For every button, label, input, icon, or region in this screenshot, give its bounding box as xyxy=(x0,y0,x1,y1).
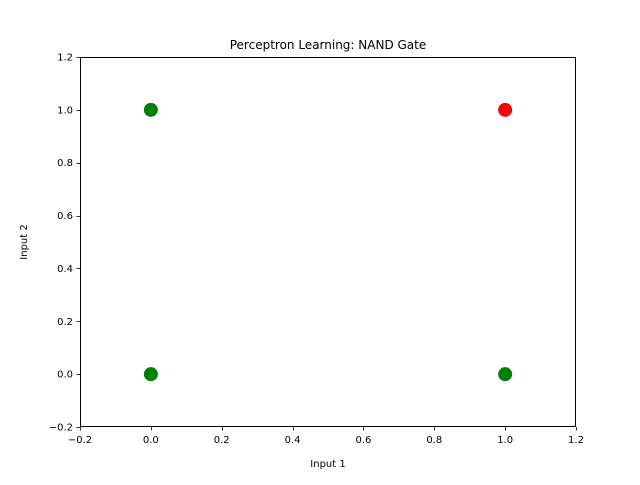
y-tick-label: 0.2 xyxy=(57,317,73,328)
y-tick-label: 0.4 xyxy=(57,264,73,275)
x-tick-label: 1.2 xyxy=(568,435,584,446)
x-tick-label: 0.6 xyxy=(355,435,371,446)
y-tick-label: 0.0 xyxy=(57,370,73,381)
y-axis-label: Input 2 xyxy=(19,224,30,259)
chart-title: Perceptron Learning: NAND Gate xyxy=(230,38,427,52)
x-tick-label: 0.8 xyxy=(426,435,442,446)
y-tick-label: −0.2 xyxy=(49,423,73,434)
data-point xyxy=(143,102,158,117)
y-axis: −0.2 0.0 0.2 0.4 0.6 0.8 1.0 1.2 xyxy=(49,53,80,434)
x-tick-label: 0.0 xyxy=(143,435,159,446)
y-tick-label: 0.8 xyxy=(57,158,73,169)
data-point xyxy=(498,102,513,117)
x-tick-label: 1.0 xyxy=(497,435,513,446)
plot-frame xyxy=(80,57,576,427)
marks-layer xyxy=(143,102,513,382)
x-tick-label: 0.4 xyxy=(285,435,301,446)
x-tick-label: 0.2 xyxy=(214,435,230,446)
data-point xyxy=(498,367,513,382)
x-tick-label: −0.2 xyxy=(68,435,92,446)
y-tick-label: 0.6 xyxy=(57,211,73,222)
data-point xyxy=(143,367,158,382)
y-tick-label: 1.2 xyxy=(57,53,73,64)
x-axis: −0.2 0.0 0.2 0.4 0.6 0.8 1.0 1.2 xyxy=(68,427,584,446)
x-axis-label: Input 1 xyxy=(310,459,345,470)
y-tick-label: 1.0 xyxy=(57,105,73,116)
